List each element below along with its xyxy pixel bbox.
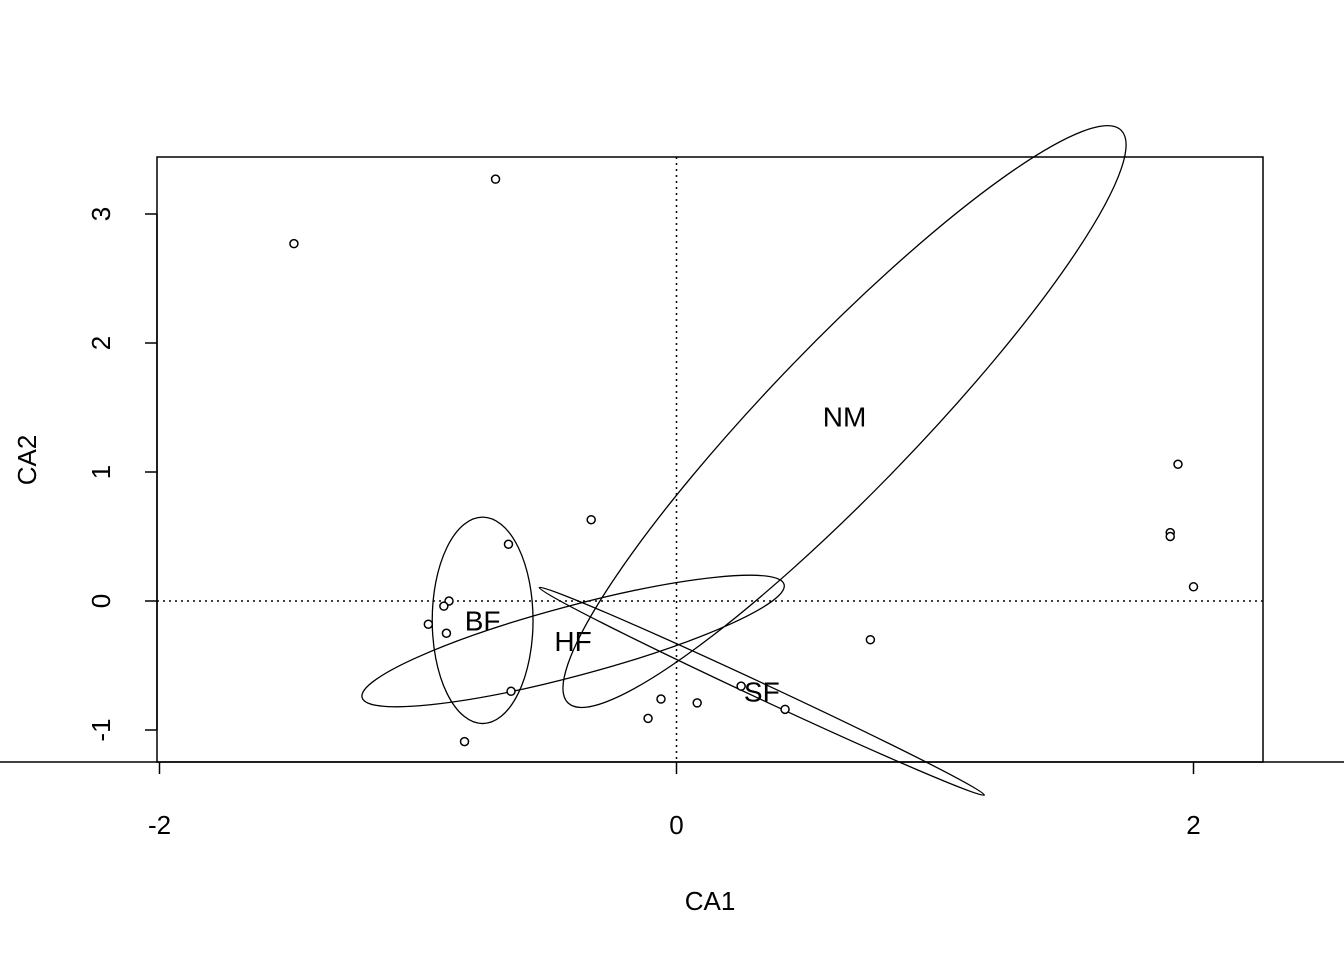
ellipse-nm xyxy=(562,124,1127,709)
y-axis: -1 0 1 2 3 xyxy=(86,207,158,742)
data-point xyxy=(692,698,702,708)
data-point xyxy=(490,174,501,184)
y-axis-label: CA2 xyxy=(12,435,42,486)
y-tick-label: 0 xyxy=(86,594,116,608)
group-labels: NM BF HF SF xyxy=(465,402,867,708)
data-point xyxy=(503,539,514,549)
data-point xyxy=(439,601,449,611)
group-label-nm: NM xyxy=(823,402,867,433)
data-point xyxy=(736,681,746,691)
data-point xyxy=(780,704,790,715)
data-point xyxy=(1188,582,1199,592)
x-tick-label: 2 xyxy=(1186,810,1200,840)
data-point xyxy=(656,694,666,704)
data-point xyxy=(586,514,596,525)
group-ellipses xyxy=(361,124,1127,796)
data-point xyxy=(1165,531,1175,542)
x-tick-label: 0 xyxy=(669,810,683,840)
group-label-sf: SF xyxy=(744,676,780,707)
ellipse-bf xyxy=(431,516,534,725)
data-point xyxy=(1173,459,1183,470)
reference-lines xyxy=(157,157,1263,762)
y-tick-label: 1 xyxy=(86,465,116,479)
ellipse-hf xyxy=(361,574,785,708)
data-point xyxy=(459,736,470,747)
data-point xyxy=(289,238,299,249)
y-tick-label: 2 xyxy=(86,336,116,350)
data-point xyxy=(865,634,876,645)
data-point xyxy=(441,628,452,638)
group-label-hf: HF xyxy=(554,626,591,657)
group-label-bf: BF xyxy=(465,605,501,636)
plot-frame xyxy=(156,156,1264,763)
data-point xyxy=(643,713,653,724)
y-tick-label: 3 xyxy=(86,207,116,221)
x-tick-label: -2 xyxy=(148,810,171,840)
x-axis: -4-2024 xyxy=(0,761,1344,840)
data-point xyxy=(423,619,434,629)
data-point xyxy=(506,686,516,697)
y-tick-label: -1 xyxy=(86,718,116,741)
ellipse-sf xyxy=(538,586,986,796)
x-axis-label: CA1 xyxy=(685,886,736,916)
site-points xyxy=(289,174,1199,747)
